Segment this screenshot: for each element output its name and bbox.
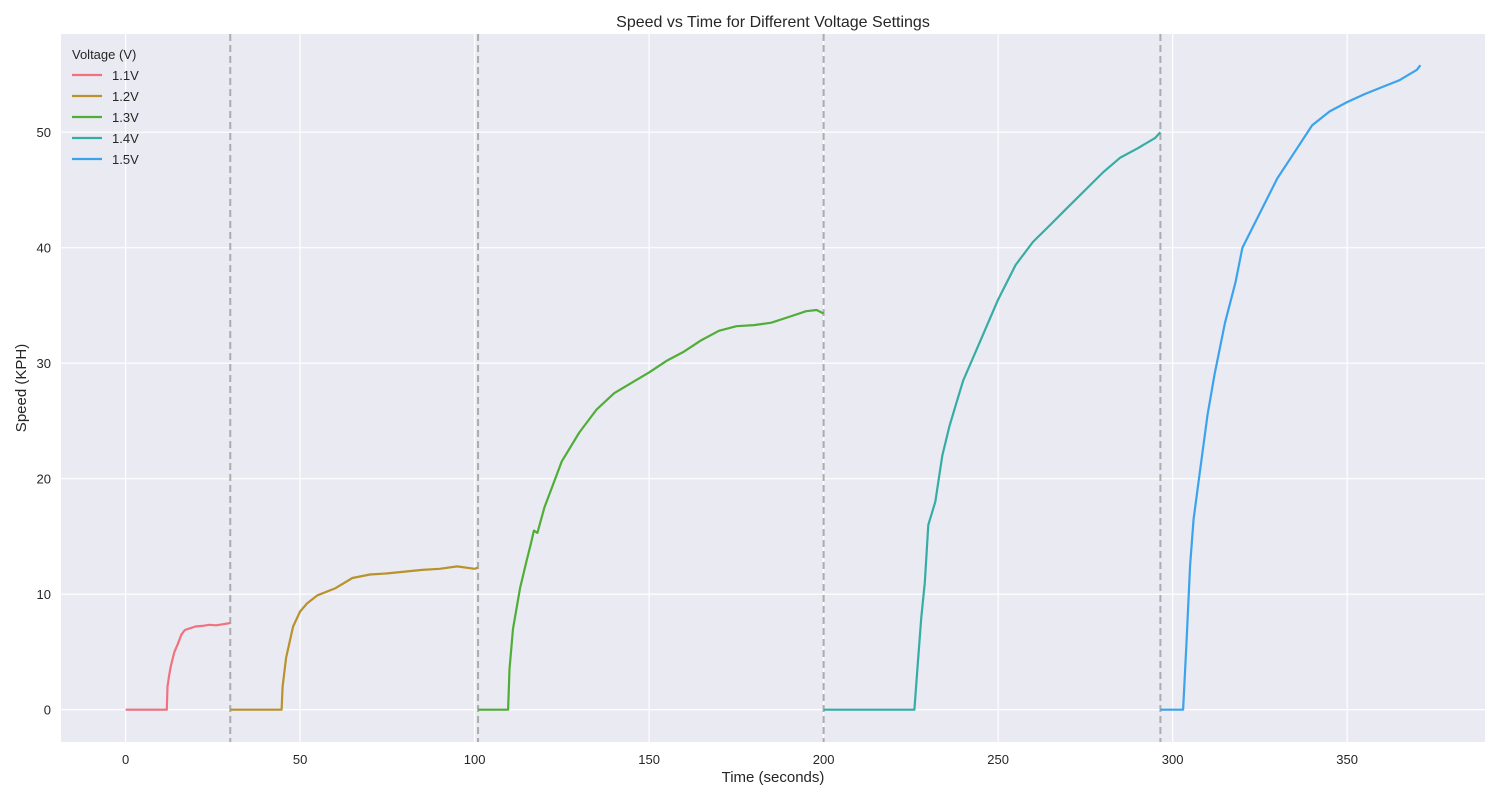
tick-labels: 0 50 100 150 200 250 300 350 0 10 20 30 40 50	[37, 125, 1358, 767]
grid-lines	[61, 34, 1485, 742]
chart-title: Speed vs Time for Different Voltage Sett…	[616, 14, 930, 31]
series-line-1.5V	[1160, 64, 1422, 711]
legend-label: 1.2V	[112, 89, 139, 104]
y-tick-label: 0	[44, 703, 51, 718]
legend-label: 1.1V	[112, 68, 139, 83]
x-tick-label: 200	[813, 752, 835, 767]
series-line-1.2V	[230, 565, 479, 711]
x-tick-label: 250	[987, 752, 1009, 767]
x-axis-label: Time (seconds)	[722, 769, 825, 786]
y-tick-label: 30	[37, 356, 51, 371]
x-tick-label: 100	[464, 752, 486, 767]
y-tick-label: 10	[37, 587, 51, 602]
series-lines	[125, 64, 1422, 711]
x-tick-label: 350	[1336, 752, 1358, 767]
series-line-1.1V	[125, 621, 231, 711]
x-tick-label: 0	[122, 752, 129, 767]
x-tick-label: 50	[293, 752, 307, 767]
y-tick-label: 50	[37, 125, 51, 140]
legend-title: Voltage (V)	[72, 47, 136, 62]
series-line-1.4V	[823, 131, 1162, 711]
plot-background	[61, 34, 1485, 742]
x-tick-label: 300	[1162, 752, 1184, 767]
legend-label: 1.3V	[112, 110, 139, 125]
y-tick-label: 20	[37, 472, 51, 487]
legend-label: 1.5V	[112, 152, 139, 167]
x-tick-label: 150	[638, 752, 660, 767]
legend: Voltage (V) 1.1V 1.2V 1.3V 1.4V 1.5V	[72, 47, 139, 167]
y-axis-label: Speed (KPH)	[13, 344, 30, 432]
y-tick-label: 40	[37, 241, 51, 256]
legend-label: 1.4V	[112, 131, 139, 146]
series-line-1.3V	[478, 308, 825, 711]
